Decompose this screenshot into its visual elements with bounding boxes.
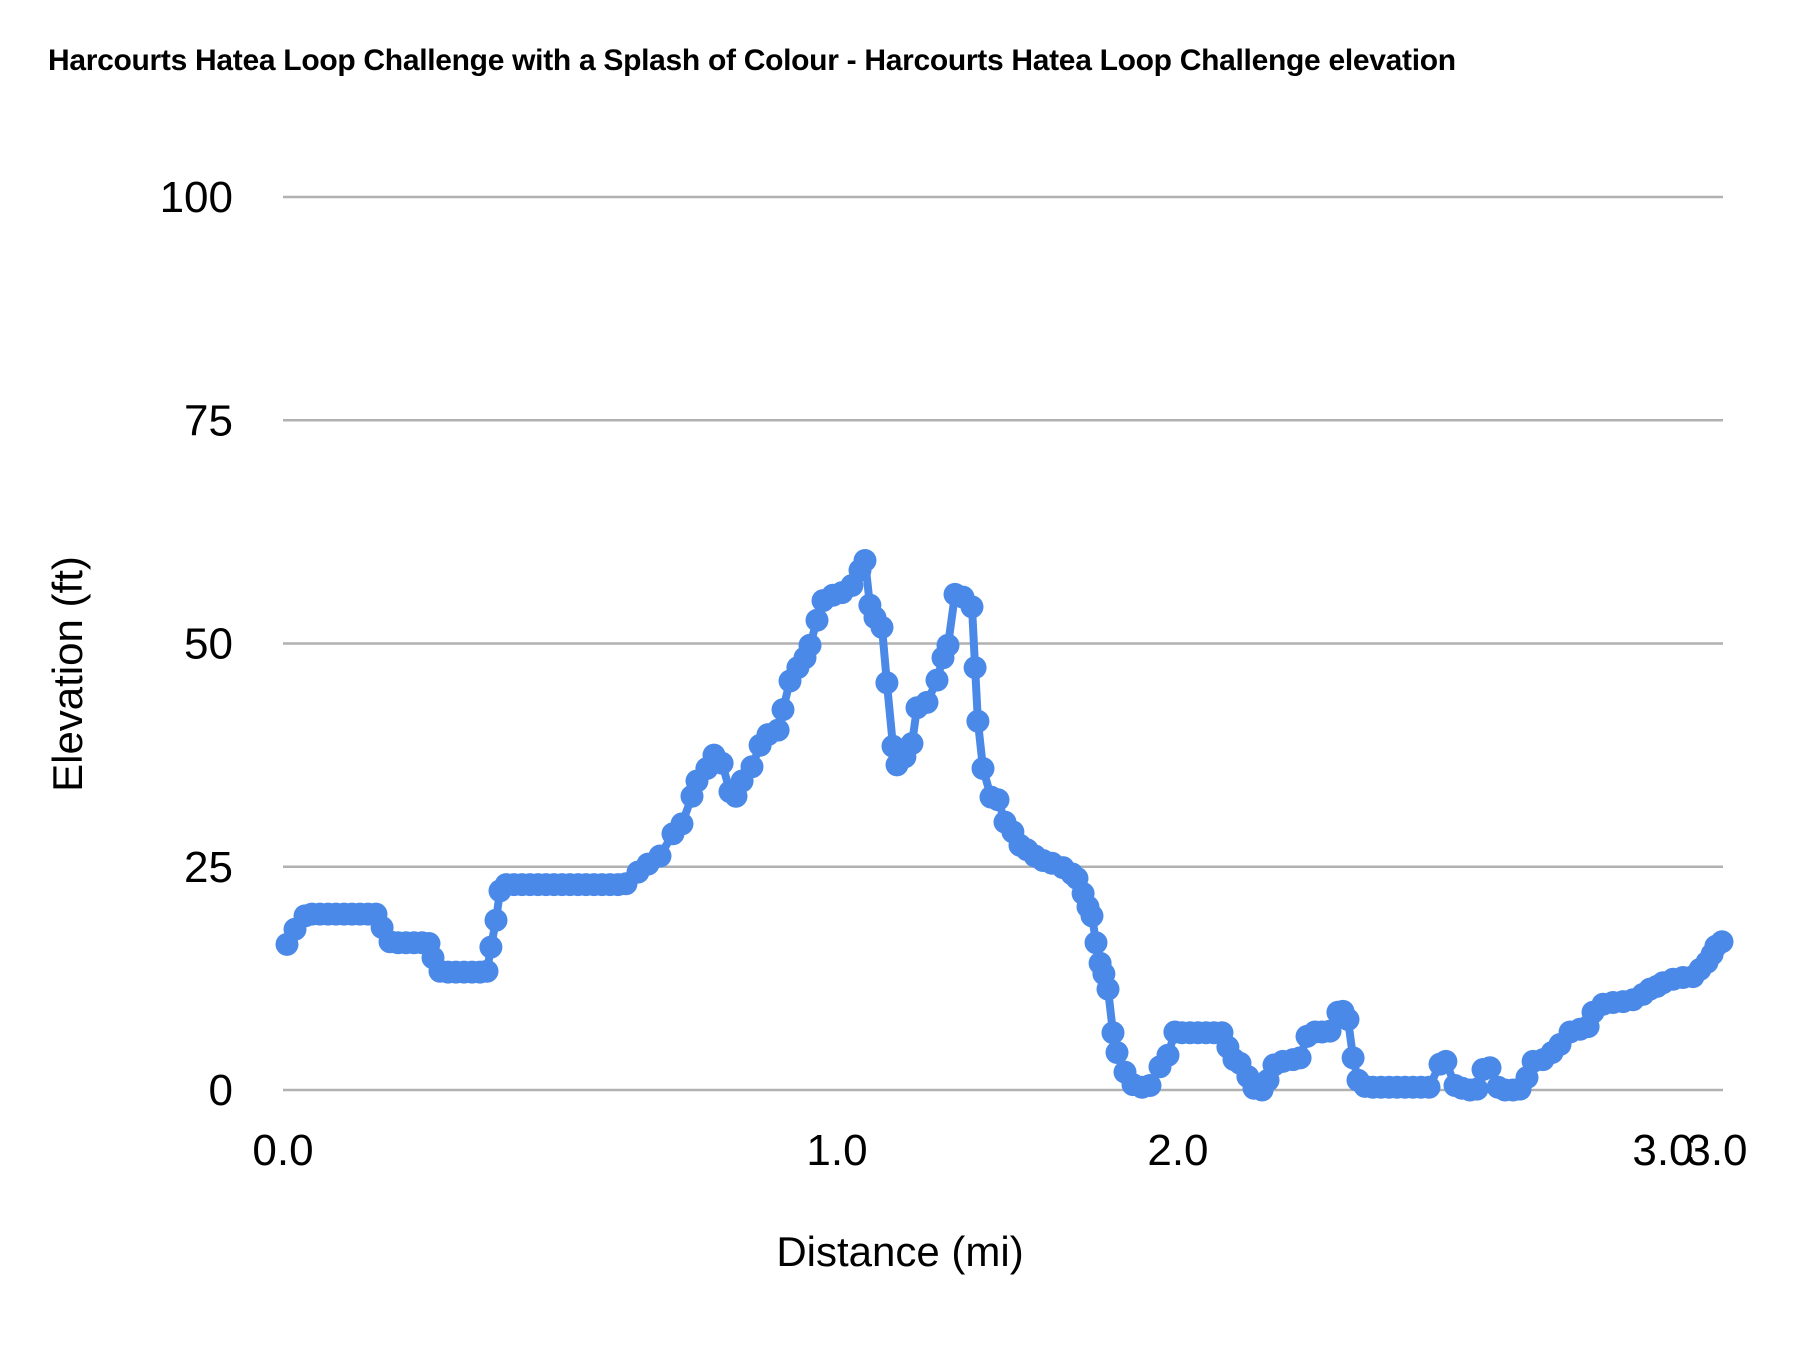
y-tick-label: 0 bbox=[209, 1066, 233, 1115]
data-point bbox=[966, 709, 990, 733]
y-tick-label: 25 bbox=[184, 843, 233, 892]
data-point bbox=[1478, 1056, 1502, 1080]
data-point bbox=[1101, 1021, 1125, 1045]
data-point bbox=[925, 668, 949, 692]
data-point bbox=[853, 549, 877, 572]
data-point bbox=[740, 755, 764, 779]
data-point bbox=[1096, 977, 1120, 1001]
data-point bbox=[766, 718, 790, 742]
data-point bbox=[870, 615, 894, 639]
data-point bbox=[900, 732, 924, 755]
data-point bbox=[971, 757, 995, 780]
y-axis-title: Elevation (ft) bbox=[44, 556, 91, 792]
data-point bbox=[915, 690, 939, 714]
x-tick-label: 1.0 bbox=[806, 1126, 867, 1175]
x-tick-label: 0.0 bbox=[252, 1126, 313, 1175]
data-point bbox=[875, 671, 899, 695]
data-point bbox=[1434, 1049, 1458, 1073]
chart-title: Harcourts Hatea Loop Challenge with a Sp… bbox=[48, 44, 1456, 77]
data-point bbox=[771, 698, 795, 722]
data-point bbox=[475, 959, 499, 983]
data-point bbox=[1341, 1046, 1365, 1070]
data-point bbox=[1417, 1075, 1441, 1099]
data-point bbox=[1288, 1046, 1312, 1070]
y-tick-label: 100 bbox=[160, 173, 233, 222]
data-point bbox=[798, 633, 822, 657]
data-point bbox=[670, 812, 694, 836]
y-tick-label: 50 bbox=[184, 620, 233, 669]
data-point bbox=[1710, 930, 1734, 954]
x-tick-label: 3.0 bbox=[1686, 1126, 1747, 1175]
data-point bbox=[1318, 1019, 1342, 1043]
data-point bbox=[1080, 904, 1104, 928]
data-point bbox=[484, 908, 508, 932]
x-tick-label: 2.0 bbox=[1147, 1126, 1208, 1175]
data-point bbox=[1156, 1043, 1180, 1067]
data-point bbox=[963, 656, 987, 680]
data-point bbox=[986, 788, 1010, 812]
data-point bbox=[1465, 1077, 1489, 1101]
data-point bbox=[648, 844, 672, 868]
x-axis-title: Distance (mi) bbox=[776, 1228, 1024, 1275]
data-point bbox=[960, 595, 984, 619]
data-point bbox=[479, 935, 503, 959]
data-point bbox=[1336, 1008, 1360, 1031]
data-point bbox=[1084, 931, 1108, 955]
x-tick-label: 3.0 bbox=[1632, 1126, 1693, 1175]
data-point bbox=[805, 608, 829, 632]
data-point bbox=[1105, 1041, 1129, 1064]
data-point bbox=[1138, 1074, 1162, 1097]
data-point bbox=[936, 633, 960, 657]
y-tick-label: 75 bbox=[184, 396, 233, 445]
data-point bbox=[710, 751, 734, 775]
